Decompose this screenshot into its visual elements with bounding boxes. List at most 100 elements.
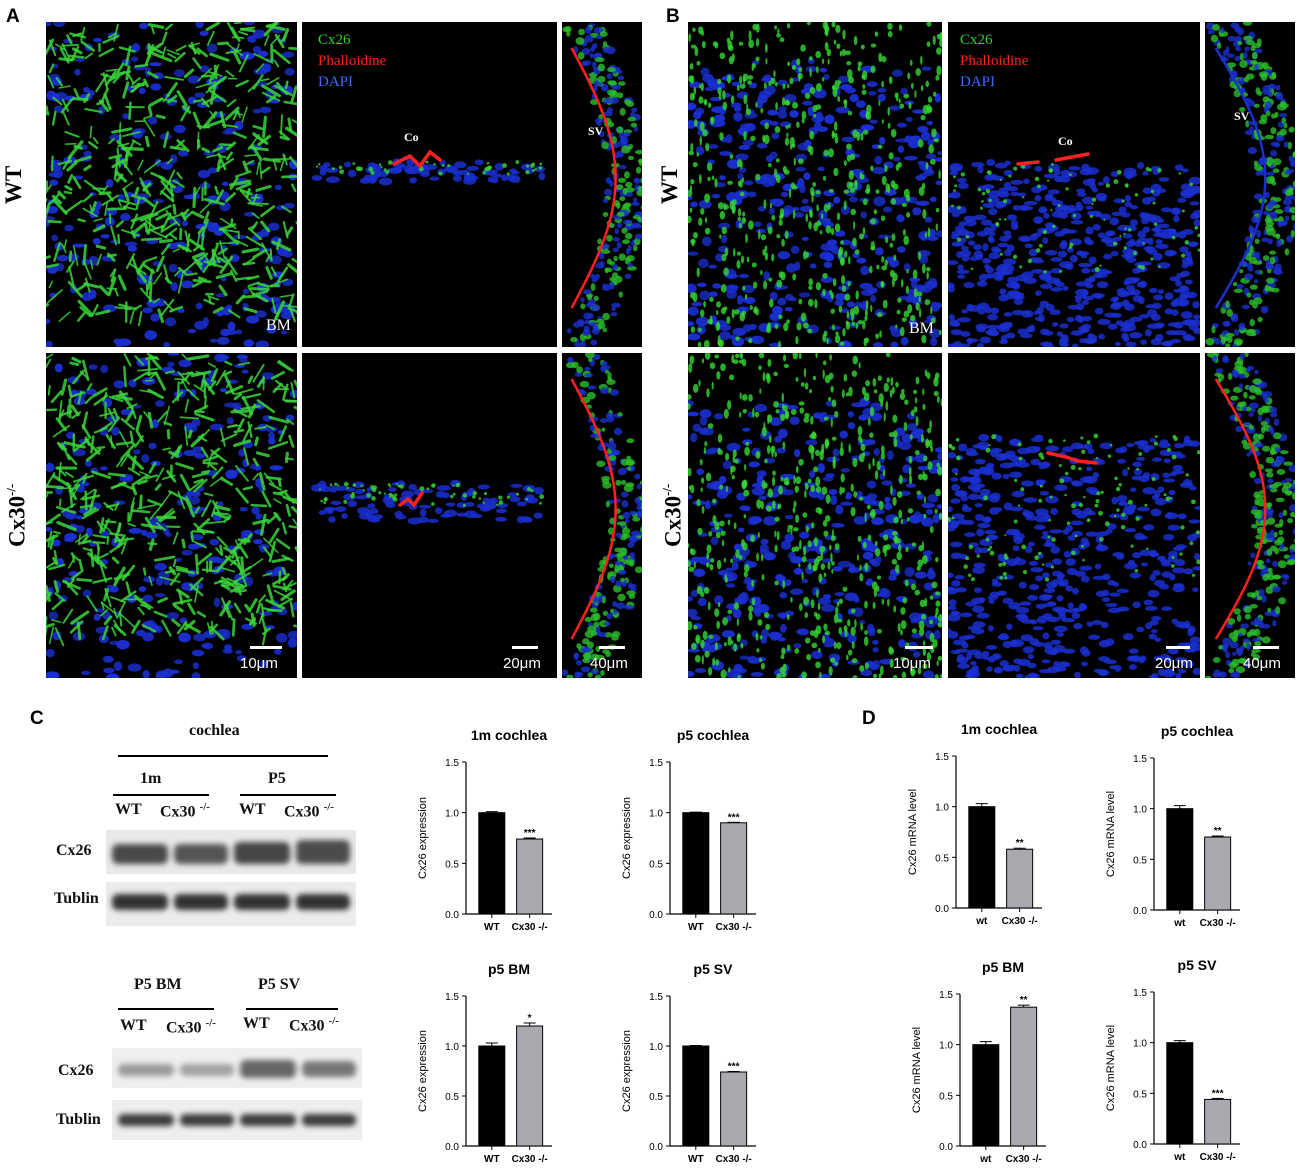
bar [1204, 836, 1232, 911]
bar-chart-d2: p5 cochlea Cx26 mRNA level 0.0 0.5 1.0 1.5 wt *… [1105, 723, 1240, 929]
micrograph-a-wt-bm [46, 22, 297, 347]
x-tick-label: Cx30 -/- [1002, 916, 1038, 927]
scale-label-a3: 40μm [590, 655, 628, 672]
wb-p5sv-line [246, 1008, 338, 1010]
significance-label: ** [1016, 838, 1024, 849]
significance-label: *** [728, 1062, 740, 1073]
y-tick-label: 1.5 [939, 990, 953, 1001]
y-tick-label: 1.0 [1133, 1039, 1147, 1050]
wb-1m-label: 1m [140, 770, 162, 787]
x-tick-label: WT [484, 1154, 500, 1165]
y-tick-label: 1.5 [445, 992, 459, 1003]
row-label-wt-b: WT [657, 165, 682, 205]
micrograph-b-ko-co [948, 353, 1200, 678]
label-bm-b: BM [909, 320, 934, 337]
y-axis-label: Cx26 mRNA level [911, 1027, 923, 1113]
y-tick-label: 0.5 [1133, 855, 1147, 866]
chart-title: p5 cochlea [677, 727, 750, 743]
y-tick-label: 1.0 [939, 1041, 953, 1052]
x-tick-label: wt [975, 916, 988, 927]
wb-ko-1: Cx30 -/- [160, 801, 210, 821]
bar [478, 1045, 506, 1147]
chart-title: 1m cochlea [961, 721, 1037, 737]
y-axis-label: Cx26 mRNA level [907, 789, 919, 875]
y-tick-label: 0.0 [445, 910, 459, 921]
bar [1006, 848, 1034, 909]
chart-title: p5 cochlea [1161, 723, 1234, 739]
scale-label-a1: 10μm [240, 655, 278, 672]
wb-band-cx26-top: Cx26 [56, 842, 92, 859]
scale-label-b3: 40μm [1243, 655, 1281, 672]
wb-p5-line [240, 794, 336, 796]
bar [682, 1045, 710, 1147]
micrograph-b-wt-bm [688, 22, 942, 347]
micrograph-a-wt-co [302, 22, 557, 347]
chart-title: 1m cochlea [471, 727, 547, 743]
y-tick-label: 1.0 [649, 1042, 663, 1053]
legend-dapi: DAPI [318, 74, 354, 90]
wb-band-cx26-bottom: Cx26 [58, 1062, 94, 1079]
micrograph-a-ko-bm [46, 353, 297, 678]
scale-bar-b1 [905, 646, 933, 649]
scale-label-b2: 20μm [1155, 655, 1193, 672]
bar [516, 838, 544, 915]
y-tick-label: 1.0 [445, 1042, 459, 1053]
bar [478, 812, 506, 915]
y-tick-label: 0.5 [649, 859, 663, 870]
y-tick-label: 1.0 [1133, 805, 1147, 816]
y-tick-label: 1.0 [445, 809, 459, 820]
x-tick-label: Cx30 -/- [716, 922, 752, 933]
significance-label: *** [1212, 1088, 1224, 1099]
y-tick-label: 0.0 [939, 1142, 953, 1153]
scale-bar-a2 [512, 646, 538, 649]
chart-title: p5 SV [694, 961, 734, 977]
wb-1m-line [113, 794, 209, 796]
scale-bar-a3 [599, 646, 625, 649]
y-axis-label: Cx26 mRNA level [1105, 1025, 1117, 1111]
micrograph-b-wt-co [948, 22, 1200, 347]
legend-cx26: Cx26 [318, 32, 351, 48]
bar [682, 812, 710, 915]
legend-b: Cx26 Phalloidine DAPI [960, 30, 1028, 93]
x-tick-label: Cx30 -/- [512, 1154, 548, 1165]
chart-title: p5 BM [488, 961, 530, 977]
wb-cochlea-line [118, 755, 328, 757]
y-tick-label: 1.5 [935, 752, 949, 763]
x-tick-label: wt [1173, 1152, 1186, 1163]
y-tick-label: 0.0 [445, 1142, 459, 1153]
x-tick-label: Cx30 -/- [1006, 1154, 1042, 1165]
wb-wt-4: WT [243, 1015, 270, 1032]
wb-ko-4: Cx30 -/- [289, 1015, 339, 1035]
micrograph-b-ko-bm [688, 353, 942, 678]
bar-chart-c2: p5 cochlea Cx26 expression 0.0 0.5 1.0 1.5 WT *… [621, 727, 756, 933]
label-sv-b: SV [1234, 109, 1250, 123]
x-tick-label: wt [979, 1154, 992, 1165]
x-tick-label: WT [484, 922, 500, 933]
scale-bar-b3 [1253, 646, 1279, 649]
bar [516, 1025, 544, 1147]
legend-a: Cx26 Phalloidine DAPI [318, 30, 386, 93]
x-tick-label: Cx30 -/- [1200, 1152, 1236, 1163]
wb-band-tublin-top: Tublin [54, 890, 99, 907]
y-axis-label: Cx26 expression [621, 1030, 633, 1112]
wb-band-tublin-bottom: Tublin [56, 1111, 101, 1128]
wb-p5sv-label: P5 SV [258, 976, 301, 993]
panel-d-letter: D [862, 708, 876, 729]
micrograph-a-wt-sv [562, 22, 642, 347]
wb-cochlea-label: cochlea [189, 722, 240, 739]
scale-label-b1: 10μm [893, 655, 931, 672]
x-tick-label: Cx30 -/- [512, 922, 548, 933]
x-tick-label: WT [688, 1154, 704, 1165]
panel-b-letter: B [666, 6, 680, 27]
y-tick-label: 0.0 [649, 910, 663, 921]
row-label-ko-b: Cx30-/- [659, 483, 686, 548]
bar-chart-d1: 1m cochlea Cx26 mRNA level 0.0 0.5 1.0 1.5 wt *… [907, 721, 1042, 927]
label-co-b: Co [1058, 134, 1073, 148]
y-tick-label: 1.5 [1133, 754, 1147, 765]
bar [1166, 808, 1194, 911]
bar [720, 1071, 748, 1147]
chart-title: p5 BM [982, 959, 1024, 975]
y-tick-label: 0.5 [445, 1092, 459, 1103]
label-bm-a: BM [266, 317, 291, 334]
x-tick-label: wt [1173, 918, 1186, 929]
